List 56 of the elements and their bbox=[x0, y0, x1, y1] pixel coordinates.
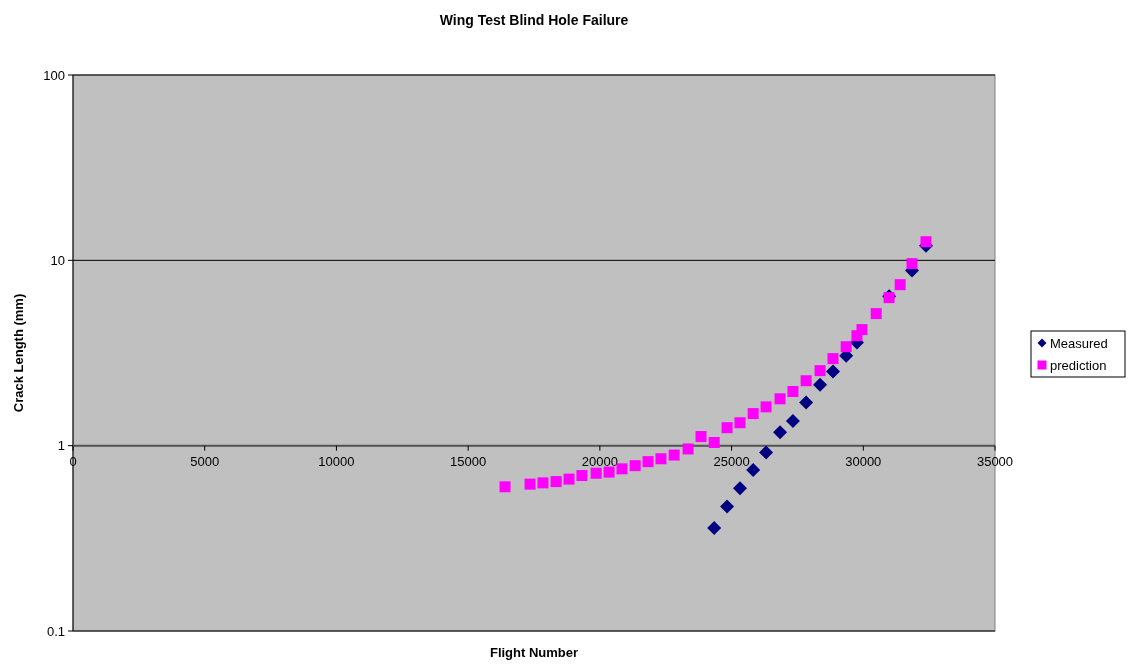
y-axis-title: Crack Length (mm) bbox=[11, 293, 26, 413]
x-tick-label: 15000 bbox=[450, 453, 487, 469]
point bbox=[734, 417, 746, 429]
point bbox=[720, 499, 735, 514]
point bbox=[721, 422, 733, 434]
point bbox=[668, 449, 680, 461]
point bbox=[655, 453, 667, 465]
x-tick-label: 20000 bbox=[581, 453, 618, 469]
point bbox=[827, 353, 839, 365]
y-tick-label: 1 bbox=[57, 438, 65, 454]
point bbox=[603, 466, 615, 478]
point bbox=[760, 401, 772, 413]
point bbox=[695, 431, 707, 443]
point bbox=[894, 279, 906, 291]
point bbox=[707, 520, 722, 535]
x-axis-title: Flight Number bbox=[489, 645, 579, 660]
x-tick-label: 30000 bbox=[845, 453, 882, 469]
point bbox=[870, 308, 882, 320]
y-tick-label: 10 bbox=[50, 252, 65, 268]
point bbox=[800, 375, 812, 387]
point bbox=[747, 408, 759, 420]
point bbox=[708, 437, 720, 449]
point bbox=[799, 395, 814, 410]
y-tick-label: 0.1 bbox=[46, 623, 65, 639]
point bbox=[499, 481, 511, 493]
legend-label: Measured bbox=[1050, 335, 1108, 351]
x-tick-label: 5000 bbox=[190, 453, 220, 469]
x-tick-label: 10000 bbox=[318, 453, 355, 469]
point bbox=[590, 467, 602, 479]
point bbox=[787, 386, 799, 397]
point bbox=[840, 341, 852, 353]
point bbox=[825, 364, 840, 379]
y-tick-label: 100 bbox=[43, 67, 65, 83]
point bbox=[550, 476, 562, 488]
legend-label: prediction bbox=[1050, 357, 1107, 373]
x-tick-label: 35000 bbox=[976, 453, 1014, 469]
point bbox=[733, 481, 747, 496]
point bbox=[563, 473, 575, 485]
point bbox=[759, 445, 774, 460]
point bbox=[785, 413, 800, 428]
point bbox=[642, 456, 654, 468]
point bbox=[774, 393, 786, 405]
point bbox=[576, 470, 588, 482]
point bbox=[537, 477, 549, 489]
x-tick-label: 25000 bbox=[713, 453, 750, 469]
point bbox=[920, 236, 932, 248]
point bbox=[906, 258, 918, 270]
point bbox=[616, 463, 628, 475]
point bbox=[524, 478, 536, 490]
chart-title: Wing Test Blind Hole Failure bbox=[439, 12, 629, 28]
point bbox=[682, 443, 694, 455]
point bbox=[813, 377, 828, 392]
point bbox=[814, 365, 826, 377]
point bbox=[856, 324, 868, 336]
point bbox=[629, 460, 641, 472]
point bbox=[773, 425, 788, 440]
